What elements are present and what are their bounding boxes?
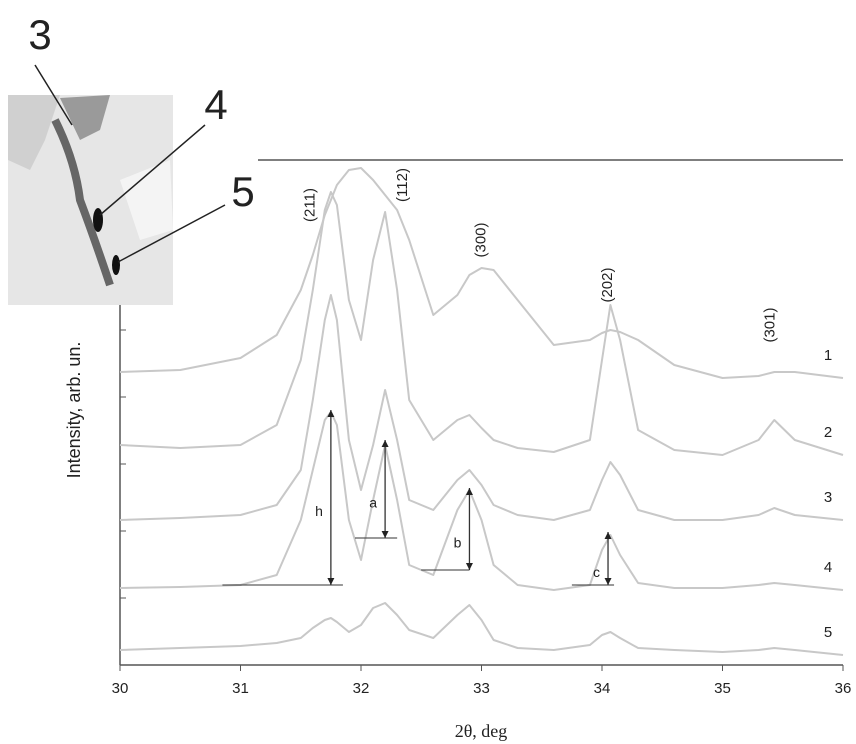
arrow-head [381,440,389,447]
peak-label: (211) [301,188,318,222]
inset: 3 4 5 [8,11,255,305]
x-tick-label: 35 [714,680,731,697]
measure-label: a [369,495,377,511]
measure-label: c [593,564,600,580]
x-tick-label: 36 [835,680,852,697]
x-axis-label: 2θ, deg [455,721,508,741]
series-line [119,411,844,591]
series-line [119,294,844,521]
arrow-head [465,563,473,570]
inset-pointer [99,124,206,216]
arrow-head [604,578,612,585]
peak-label: (112) [394,168,411,202]
inset-shade [8,95,60,170]
x-tick-label: 34 [594,680,611,697]
inset-spot [93,208,103,232]
series-label: 4 [824,559,832,576]
series-label: 2 [824,424,832,441]
arrow-head [465,488,473,495]
series-line [119,602,844,656]
inset-shade [60,95,110,140]
arrow-head [604,532,612,539]
series-label: 5 [824,624,832,641]
inset-shade [120,160,173,240]
series-label: 3 [824,489,832,506]
peak-label: (301) [762,307,779,342]
x-tick-label: 31 [232,680,249,697]
measure-label: h [315,503,323,519]
inset-label: 5 [231,168,254,215]
inset-label: 3 [28,11,51,58]
peak-label: (202) [599,267,616,302]
y-axis-label: Intensity, arb. un. [64,342,84,479]
plot: 30 31 32 33 34 35 3612345(211)(112)(300)(202)(… [112,167,852,697]
inset-label: 4 [204,81,227,128]
x-tick-label: 30 [112,680,129,697]
inset-pointer [117,204,226,263]
series-line [119,191,844,456]
arrow-head [381,531,389,538]
measure-label: b [454,535,462,551]
x-tick-label: 32 [353,680,370,697]
inset-grain-boundary [51,118,114,287]
series-label: 1 [824,347,832,364]
inset-spot [112,255,120,275]
inset-pointer [34,64,73,126]
series-line [119,167,844,379]
arrow-head [327,578,335,585]
peak-label: (300) [472,222,489,257]
x-tick-label: 33 [473,680,490,697]
arrow-head [327,410,335,417]
